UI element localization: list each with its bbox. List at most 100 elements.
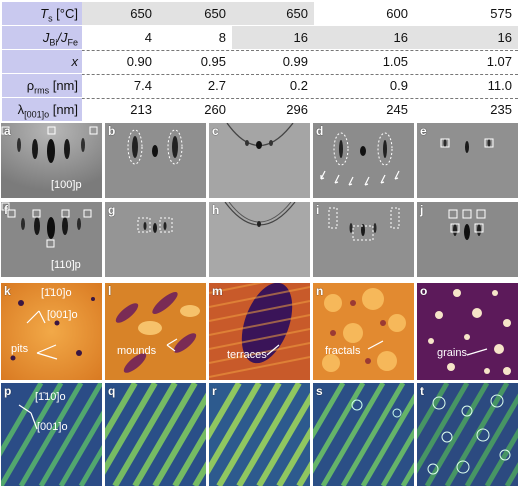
table-cell: 575 — [414, 2, 518, 25]
table-cell: 650 — [232, 2, 314, 25]
direction-label: [1̄10]o — [35, 391, 66, 403]
panel-label: h — [212, 203, 220, 217]
rheed-pattern — [1, 123, 102, 198]
rheed-panel-f: f [110]p — [1, 202, 102, 277]
map-panel-s: s — [313, 383, 414, 486]
afm-panel-l: l mounds — [105, 283, 206, 380]
rheed-pattern — [209, 123, 310, 198]
direction-label: [1̄10]o — [41, 287, 72, 299]
direction-label: [001]o — [47, 309, 78, 321]
panel-label: m — [212, 284, 223, 298]
panel-label: s — [316, 384, 323, 398]
rheed-pattern — [1, 202, 102, 277]
surface-map — [417, 383, 518, 486]
dashed-rule — [2, 74, 518, 75]
panel-label: l — [108, 284, 112, 298]
rheed-pattern — [313, 202, 414, 277]
panel-label: k — [4, 284, 11, 298]
surface-map — [209, 383, 310, 486]
feature-label: mounds — [117, 345, 157, 357]
panel-label: f — [4, 203, 8, 217]
afm-topography — [417, 283, 518, 380]
table-cell: 0.95 — [200, 54, 226, 69]
panel-label: e — [420, 124, 427, 138]
afm-topography — [1, 283, 102, 380]
panel-label: j — [420, 203, 424, 217]
rheed-pattern — [417, 202, 518, 277]
table-row-flux: JBi/JFe 4 8 16 16 16 — [0, 26, 520, 50]
table-cell: 235 — [490, 102, 512, 117]
table-cell: 0.99 — [282, 54, 308, 69]
afm-panel-k: k [1̄10]o [001]o pits — [1, 283, 102, 380]
rheed-panel-j: j — [417, 202, 518, 277]
table-cell: 7.4 — [133, 78, 152, 93]
table-cell: 0.2 — [289, 78, 308, 93]
feature-label: terraces — [227, 349, 267, 361]
map-panel-p: p [1̄10]o [001]o — [1, 383, 102, 486]
parameter-table: Ts [°C] 650 650 650 600 575 JBi/JFe 4 8 … — [0, 0, 520, 122]
table-cell: 16 — [314, 26, 414, 49]
rheed-panel-h: h — [209, 202, 310, 277]
rheed-pattern — [417, 123, 518, 198]
panel-label: p — [4, 384, 12, 398]
table-cell: 1.05 — [382, 54, 408, 69]
table-cell: 2.7 — [207, 78, 226, 93]
row-header-rho: ρrms [nm] — [2, 74, 82, 97]
rheed-panel-e: e — [417, 123, 518, 198]
dashed-rule — [2, 98, 518, 99]
rheed-pattern — [209, 202, 310, 277]
rheed-panel-i: i — [313, 202, 414, 277]
table-cell: 4 — [82, 26, 158, 49]
map-panel-q: q — [105, 383, 206, 486]
table-row-lambda: λ[001]o [nm] 213 260 296 245 235 — [0, 98, 520, 122]
feature-label: grains — [437, 347, 467, 359]
table-cell: 650 — [158, 2, 232, 25]
map-panel-r: r — [209, 383, 310, 486]
afm-topography — [105, 283, 206, 380]
row-header-lambda: λ[001]o [nm] — [2, 98, 82, 121]
rheed-pattern — [105, 202, 206, 277]
surface-map — [1, 383, 102, 486]
table-cell: 8 — [158, 26, 232, 49]
table-row-x: x 0.90 0.95 0.99 1.05 1.07 — [0, 50, 520, 74]
afm-panel-m: m terraces — [209, 283, 310, 380]
afm-panel-n: n fractals — [313, 283, 414, 380]
rheed-panel-d: d — [313, 123, 414, 198]
row-header-ts: Ts [°C] — [2, 2, 82, 25]
direction-label: [100]p — [51, 179, 82, 191]
table-cell: 1.07 — [486, 54, 512, 69]
panel-label: t — [420, 384, 424, 398]
row-header-x: x — [2, 50, 82, 73]
panel-label: q — [108, 384, 116, 398]
table-cell: 213 — [130, 102, 152, 117]
panel-label: b — [108, 124, 116, 138]
rheed-pattern — [313, 123, 414, 198]
rheed-panel-b: b — [105, 123, 206, 198]
table-cell: 0.9 — [389, 78, 408, 93]
table-row-rho: ρrms [nm] 7.4 2.7 0.2 0.9 11.0 — [0, 74, 520, 98]
panel-label: r — [212, 384, 217, 398]
rheed-panel-a: a [100]p — [1, 123, 102, 198]
feature-label: pits — [11, 343, 29, 355]
map-panel-t: t — [417, 383, 518, 486]
table-cell: 245 — [386, 102, 408, 117]
rheed-pattern — [105, 123, 206, 198]
surface-map — [313, 383, 414, 486]
dashed-rule — [2, 50, 518, 51]
table-cell: 650 — [82, 2, 158, 25]
panel-label: a — [4, 124, 11, 138]
panel-label: i — [316, 203, 320, 217]
table-cell: 296 — [286, 102, 308, 117]
panel-label: c — [212, 124, 219, 138]
rheed-panel-c: c — [209, 123, 310, 198]
direction-label: [001]o — [37, 421, 68, 433]
direction-label: [110]p — [51, 259, 81, 271]
table-cell: 11.0 — [487, 78, 512, 93]
panel-label: g — [108, 203, 116, 217]
table-row-ts: Ts [°C] 650 650 650 600 575 — [0, 2, 520, 26]
table-cell: 260 — [204, 102, 226, 117]
afm-topography — [313, 283, 414, 380]
rheed-panel-g: g — [105, 202, 206, 277]
afm-panel-o: o grains — [417, 283, 518, 380]
row-header-flux: JBi/JFe — [2, 26, 82, 49]
